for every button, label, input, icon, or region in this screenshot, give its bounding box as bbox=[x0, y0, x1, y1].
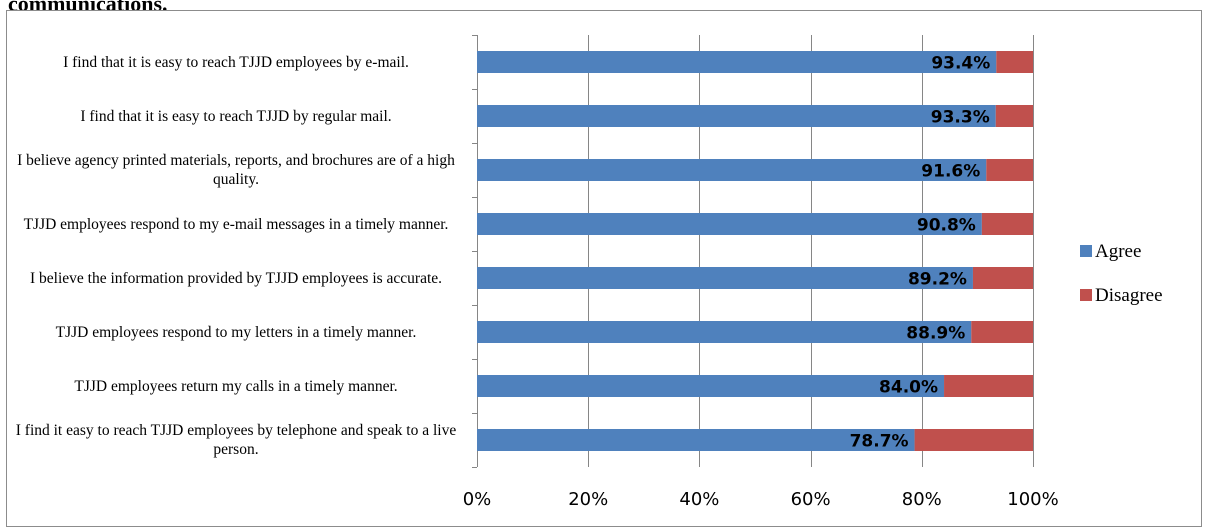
bar-agree bbox=[477, 429, 915, 451]
bar-agree bbox=[477, 213, 982, 235]
bar-agree bbox=[477, 321, 972, 343]
bar-disagree bbox=[914, 429, 1033, 451]
x-tick-label: 60% bbox=[791, 489, 831, 510]
category-label: TJJD employees return my calls in a time… bbox=[74, 377, 398, 395]
data-label: 91.6% bbox=[921, 162, 980, 182]
legend-item-agree: Agree bbox=[1080, 241, 1141, 263]
x-tick-label: 40% bbox=[679, 489, 719, 510]
category-label: I find it easy to reach TJJD employees b… bbox=[15, 422, 457, 458]
data-label: 88.9% bbox=[906, 324, 965, 344]
legend-swatch bbox=[1080, 245, 1092, 257]
data-label: 78.7% bbox=[850, 432, 909, 452]
data-label: 93.3% bbox=[931, 108, 990, 128]
x-tick-label: 80% bbox=[902, 489, 942, 510]
data-label: 93.4% bbox=[931, 54, 990, 74]
x-tick-label: 100% bbox=[1007, 489, 1058, 510]
legend-label: Disagree bbox=[1095, 285, 1163, 306]
category-label: TJJD employees respond to my letters in … bbox=[55, 323, 417, 341]
legend-item-disagree: Disagree bbox=[1080, 285, 1163, 307]
legend-swatch bbox=[1080, 289, 1092, 301]
bar-agree bbox=[477, 375, 945, 397]
bar-disagree bbox=[972, 267, 1033, 289]
category-label: I believe the information provided by TJ… bbox=[29, 269, 443, 287]
category-label: I find that it is easy to reach TJJD by … bbox=[80, 107, 392, 125]
category-label: I find that it is easy to reach TJJD emp… bbox=[63, 53, 409, 71]
bar-agree bbox=[477, 267, 973, 289]
bar-agree bbox=[477, 159, 987, 181]
bar-agree bbox=[477, 105, 996, 127]
data-label: 90.8% bbox=[917, 216, 976, 236]
bar-disagree bbox=[944, 375, 1033, 397]
category-label: TJJD employees respond to my e-mail mess… bbox=[23, 215, 449, 233]
data-label: 84.0% bbox=[879, 378, 938, 398]
x-tick-label: 0% bbox=[463, 489, 492, 510]
bar-disagree bbox=[995, 105, 1033, 127]
data-label: 89.2% bbox=[908, 270, 967, 290]
bar-disagree bbox=[986, 159, 1033, 181]
category-label: I believe agency printed materials, repo… bbox=[17, 152, 455, 188]
bar-agree bbox=[477, 51, 997, 73]
bar-disagree bbox=[996, 51, 1033, 73]
bar-disagree bbox=[981, 213, 1033, 235]
legend-label: Agree bbox=[1095, 241, 1142, 262]
bar-disagree bbox=[971, 321, 1033, 343]
x-tick-label: 20% bbox=[568, 489, 608, 510]
